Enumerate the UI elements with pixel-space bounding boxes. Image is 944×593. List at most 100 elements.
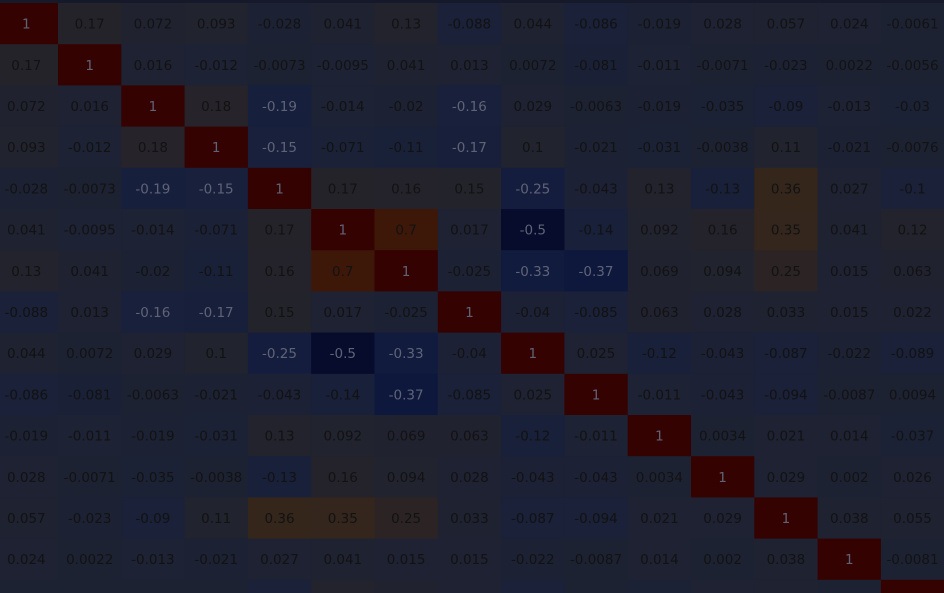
heatmap-cell-r2-c9 xyxy=(564,85,629,128)
heatmap-cell-label: 0.041 xyxy=(830,223,869,239)
heatmap-cell-label: -0.13 xyxy=(705,181,740,197)
heatmap-cell-label: -0.0038 xyxy=(697,140,749,156)
heatmap-cell-r1-c7 xyxy=(437,44,502,86)
heatmap-cell-label: 0.069 xyxy=(640,264,679,280)
heatmap-cell-r5-c13 xyxy=(817,209,882,251)
heatmap-cell-label: 0.013 xyxy=(450,58,489,74)
heatmap-cell-r11-c8 xyxy=(501,456,565,498)
heatmap-cell-label: -0.011 xyxy=(638,387,682,403)
heatmap-cell-r8-c0 xyxy=(0,332,59,375)
heatmap-cell-label: 0.35 xyxy=(771,223,801,239)
heatmap-cell-r10-c1 xyxy=(58,415,122,457)
heatmap-cell-label: 0.025 xyxy=(513,387,552,403)
heatmap-cell-label: -0.035 xyxy=(701,99,745,115)
heatmap-cell-label: -0.5 xyxy=(520,223,546,239)
heatmap-cell-r6-c1 xyxy=(58,250,122,292)
heatmap-cell-r13-c2 xyxy=(121,538,186,581)
heatmap-cell-r9-c1 xyxy=(58,373,122,416)
heatmap-cell-r11-c4 xyxy=(247,456,312,498)
heatmap-cell-r14-c9 xyxy=(564,579,629,593)
heatmap-cell-label: -0.014 xyxy=(131,223,175,239)
heatmap-cell-label: 1 xyxy=(655,429,664,445)
heatmap-cell-r9-c0 xyxy=(0,373,59,416)
heatmap-cell-label: -0.021 xyxy=(194,387,238,403)
heatmap-cell-label: 0.17 xyxy=(264,223,294,239)
heatmap-cell-r2-c1 xyxy=(58,85,122,128)
heatmap-cell-label: -0.043 xyxy=(701,387,745,403)
heatmap-cell-r2-c6 xyxy=(374,85,439,128)
heatmap-cell-label: -0.0073 xyxy=(253,58,305,74)
heatmap-cell-label: -0.025 xyxy=(448,264,492,280)
heatmap-cell-r9-c2 xyxy=(121,373,186,416)
heatmap-cell-r1-c8 xyxy=(501,44,565,86)
heatmap-cell-r2-c14 xyxy=(880,85,944,128)
heatmap-cell-label: -0.087 xyxy=(511,511,555,527)
heatmap-cell-label: -0.081 xyxy=(68,387,112,403)
heatmap-cell-label: -0.028 xyxy=(5,181,49,197)
heatmap-cell-label: -0.02 xyxy=(135,264,170,280)
heatmap-cell-label: 0.057 xyxy=(767,17,806,33)
heatmap-cell-label: -0.14 xyxy=(325,387,360,403)
heatmap-cell-r5-c4 xyxy=(247,209,312,251)
heatmap-cell-label: -0.12 xyxy=(642,346,677,362)
heatmap-cell-r6-c7 xyxy=(437,250,502,292)
heatmap-cell-r0-c7 xyxy=(437,3,502,45)
heatmap-cell-r3-c12 xyxy=(754,126,819,169)
heatmap-cell-label: -0.019 xyxy=(131,429,175,445)
heatmap-cell-label: 0.1 xyxy=(205,346,226,362)
heatmap-cell-label: 0.002 xyxy=(830,470,869,486)
heatmap-cell-r13-c3 xyxy=(184,538,249,581)
heatmap-cell-r10-c10 xyxy=(627,415,692,457)
heatmap-cell-label: -0.014 xyxy=(321,99,365,115)
heatmap-cell-r2-c2 xyxy=(121,85,186,128)
heatmap-cell-r9-c8 xyxy=(501,373,565,416)
heatmap-cell-r7-c14 xyxy=(880,291,944,334)
heatmap-cell-label: -0.025 xyxy=(384,305,428,321)
heatmap-cell-label: 0.029 xyxy=(513,99,552,115)
heatmap-cell-label: 0.033 xyxy=(767,305,806,321)
heatmap-cell-label: -0.19 xyxy=(262,99,297,115)
heatmap-cell-r0-c2 xyxy=(121,3,186,45)
heatmap-cell-label: 0.092 xyxy=(323,429,362,445)
heatmap-cell-label: 0.027 xyxy=(830,181,869,197)
heatmap-cell-label: 0.16 xyxy=(328,470,358,486)
heatmap-cell-r10-c3 xyxy=(184,415,249,457)
heatmap-cell-label: 1 xyxy=(339,223,348,239)
heatmap-cell-label: -0.043 xyxy=(258,387,302,403)
heatmap-cell-r12-c5 xyxy=(311,497,375,540)
heatmap-cell-label: 0.18 xyxy=(138,140,168,156)
heatmap-cell-label: 0.16 xyxy=(708,223,738,239)
heatmap-cell-r6-c10 xyxy=(627,250,692,292)
heatmap-cell-label: 0.093 xyxy=(197,17,236,33)
heatmap-cell-r8-c11 xyxy=(691,332,755,375)
heatmap-cell-r13-c9 xyxy=(564,538,629,581)
heatmap-cell-label: 0.0022 xyxy=(826,58,873,74)
heatmap-cell-label: 0.022 xyxy=(893,305,932,321)
heatmap-cell-label: -0.043 xyxy=(574,470,618,486)
heatmap-cell-label: 0.021 xyxy=(640,511,679,527)
heatmap-cell-label: -0.17 xyxy=(199,305,234,321)
heatmap-cell-r13-c8 xyxy=(501,538,565,581)
heatmap-cell-r7-c13 xyxy=(817,291,882,334)
heatmap-cell-label: 0.015 xyxy=(830,305,869,321)
heatmap-cell-r4-c0 xyxy=(0,167,59,210)
heatmap-cell-r10-c5 xyxy=(311,415,375,457)
heatmap-cell-r5-c8 xyxy=(501,209,565,251)
heatmap-cell-label: -0.086 xyxy=(574,17,618,33)
heatmap-cell-label: 0.044 xyxy=(513,17,552,33)
heatmap-cell-r4-c3 xyxy=(184,167,249,210)
heatmap-cell-label: -0.085 xyxy=(574,305,618,321)
heatmap-cell-r11-c12 xyxy=(754,456,819,498)
heatmap-cell-r2-c5 xyxy=(311,85,375,128)
heatmap-cell-label: 1 xyxy=(212,140,221,156)
heatmap-cell-label: -0.035 xyxy=(131,470,175,486)
heatmap-cell-r12-c11 xyxy=(691,497,755,540)
heatmap-cell-r9-c10 xyxy=(627,373,692,416)
heatmap-cell-label: -0.0087 xyxy=(570,552,622,568)
heatmap-cell-r3-c7 xyxy=(437,126,502,169)
heatmap-cell-label: -0.16 xyxy=(452,99,487,115)
heatmap-cell-label: -0.0063 xyxy=(570,99,622,115)
heatmap-cell-label: -0.09 xyxy=(135,511,170,527)
heatmap-cell-label: -0.0056 xyxy=(886,58,938,74)
heatmap-cell-r7-c11 xyxy=(691,291,755,334)
